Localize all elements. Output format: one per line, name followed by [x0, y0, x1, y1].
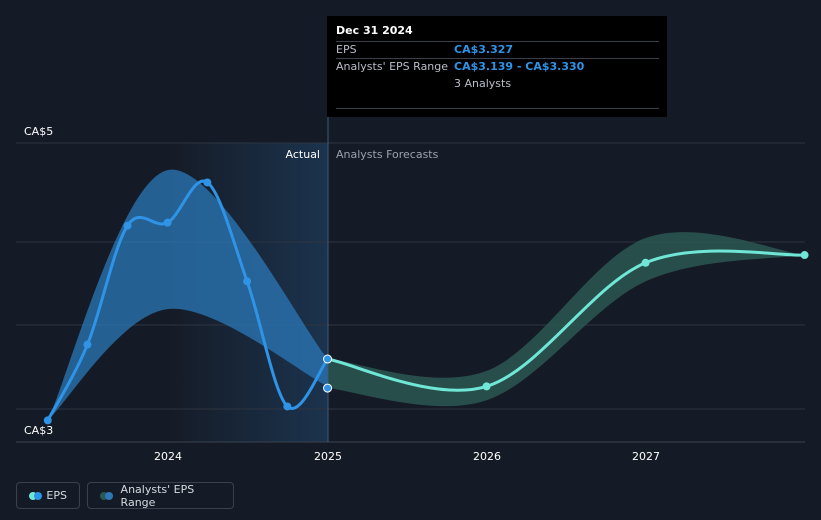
- tooltip-range-value: CA$3.139 - CA$3.330: [454, 60, 585, 73]
- axis-labels: CA$5 CA$3 Actual Analysts Forecasts 2024…: [24, 125, 660, 463]
- legend-range-label: Analysts' EPS Range: [120, 482, 195, 509]
- eps-points: [43, 178, 809, 425]
- actual-eps-point: [163, 218, 172, 227]
- actual-section-label: Actual: [286, 148, 320, 161]
- data-tooltip: Dec 31 2024 EPS CA$3.327 Analysts' EPS R…: [327, 16, 667, 117]
- forecast-eps-point: [800, 251, 809, 260]
- actual-eps-point: [243, 277, 252, 286]
- y-tick-label-top: CA$5: [24, 125, 53, 138]
- actual-eps-point: [323, 354, 333, 364]
- tooltip-divider: [336, 41, 659, 42]
- actual-eps-line: [46, 179, 329, 422]
- eps-range-bands: [47, 169, 805, 421]
- x-tick-label-2025: 2025: [314, 450, 342, 463]
- forecast-eps-line: [327, 249, 805, 392]
- forecast-section-label: Analysts Forecasts: [336, 148, 439, 161]
- y-tick-label-bottom: CA$3: [24, 424, 53, 437]
- tooltip-divider: [336, 58, 659, 59]
- x-tick-label-2026: 2026: [473, 450, 501, 463]
- actual-eps-point: [43, 416, 52, 425]
- tooltip-date: Dec 31 2024: [336, 24, 413, 37]
- forecast-eps-range-band: [327, 232, 805, 407]
- legend-eps[interactable]: EPS: [16, 482, 80, 509]
- legend-range[interactable]: Analysts' EPS Range: [87, 482, 234, 509]
- actual-eps-point: [123, 221, 132, 230]
- range-legend-icon: [100, 491, 113, 500]
- tooltip-divider: [336, 108, 659, 109]
- eps-legend-icon: [29, 491, 42, 500]
- actual-eps-point: [203, 178, 212, 187]
- tooltip-analysts-count: 3 Analysts: [454, 77, 512, 90]
- actual-eps-point: [283, 402, 292, 411]
- tooltip-eps-value: CA$3.327: [454, 43, 514, 56]
- forecast-eps-point: [482, 382, 491, 391]
- tooltip-eps-label: EPS: [336, 43, 357, 56]
- legend-eps-label: EPS: [46, 489, 67, 502]
- actual-eps-point: [323, 383, 333, 393]
- tooltip-range-label: Analysts' EPS Range: [336, 60, 449, 73]
- x-tick-label-2024: 2024: [154, 450, 182, 463]
- forecast-eps-point: [641, 258, 650, 267]
- eps-lines: [46, 179, 805, 422]
- actual-eps-range-band: [47, 169, 328, 421]
- x-tick-label-2027: 2027: [632, 450, 660, 463]
- actual-eps-point: [83, 340, 92, 349]
